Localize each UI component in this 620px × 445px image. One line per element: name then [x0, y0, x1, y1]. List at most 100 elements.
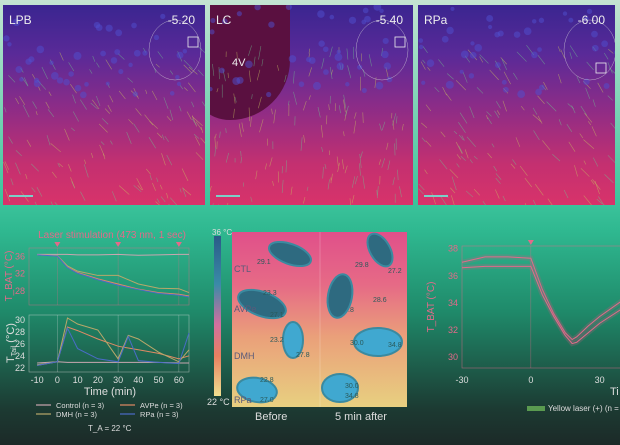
y-tick-label: 38 [448, 244, 458, 254]
fiber [451, 176, 457, 191]
fiber [201, 101, 205, 107]
temperature-colorbar [214, 236, 221, 396]
fiber [41, 66, 48, 80]
fiber [264, 163, 267, 170]
fiber [392, 120, 395, 130]
nucleus [84, 81, 89, 87]
fiber [70, 84, 77, 94]
nucleus [336, 62, 345, 71]
series-line-rpa [37, 326, 190, 366]
fiber [353, 120, 357, 134]
fiber [188, 66, 198, 75]
fiber-texture [418, 6, 615, 205]
nucleus [100, 50, 106, 57]
fiber [68, 62, 75, 72]
fiber [25, 173, 28, 180]
nucleus [373, 5, 382, 11]
fiber [261, 59, 264, 67]
fiber [482, 200, 486, 205]
fiber [238, 123, 242, 137]
fiber [431, 192, 436, 205]
fiber [386, 142, 389, 150]
fiber [516, 51, 527, 62]
nucleus [418, 38, 424, 43]
fiber [343, 131, 345, 137]
fiber [285, 160, 287, 173]
fiber [421, 122, 428, 128]
region-label: LPB [9, 13, 32, 27]
fiber [486, 115, 489, 120]
fiber [583, 160, 587, 165]
nucleus [470, 41, 475, 46]
fiber [271, 108, 273, 115]
fiber [169, 70, 174, 75]
fiber [487, 152, 492, 159]
x-tick-label: 10 [73, 375, 83, 385]
fiber [200, 137, 205, 144]
temperature-readout: 27.2 [388, 268, 402, 275]
fiber [456, 154, 461, 160]
fiber [351, 176, 356, 188]
region-label: RPa [424, 13, 448, 27]
fiber [337, 162, 340, 173]
fiber [233, 93, 236, 104]
fiber [347, 65, 352, 79]
fiber [31, 187, 36, 193]
nucleus [531, 51, 538, 59]
fiber [596, 198, 603, 205]
x-tick-label: 40 [133, 375, 143, 385]
nucleus [426, 59, 435, 67]
temperature-readout: 30.0 [345, 383, 359, 390]
fiber [59, 52, 64, 61]
nucleus [523, 27, 532, 36]
fiber [533, 130, 540, 141]
atlas-inset-box [187, 36, 199, 48]
fiber [149, 175, 153, 181]
fiber [191, 118, 197, 126]
stimulus-marker [115, 242, 122, 247]
fiber [496, 110, 500, 115]
fiber [479, 54, 489, 64]
fiber [552, 154, 561, 162]
nucleus [182, 49, 188, 54]
row-label: RPa [234, 395, 252, 405]
fiber [98, 123, 108, 133]
legend-swatch [527, 406, 545, 411]
fiber [186, 111, 192, 120]
fiber [547, 198, 553, 205]
y-tick-label: 32 [448, 325, 458, 335]
fiber [300, 137, 303, 151]
y-tick-label: 30 [448, 352, 458, 362]
nucleus [36, 45, 45, 54]
micrograph-lpb: LPB -5.20 [3, 5, 205, 205]
nucleus [361, 19, 367, 25]
fiber [418, 183, 425, 191]
nucleus [318, 40, 325, 47]
series-line-control [37, 253, 189, 256]
bregma-coordinate: -6.00 [577, 13, 605, 27]
y-tick-label: 28 [15, 327, 25, 337]
fiber [200, 126, 204, 133]
nucleus [236, 11, 242, 17]
row-label: AVPe [234, 304, 256, 314]
nucleus [93, 21, 101, 29]
temperature-readout: 23.3 [263, 290, 277, 297]
nucleus [494, 62, 501, 68]
stimulus-marker [54, 242, 61, 247]
fiber [284, 74, 287, 82]
fiber [349, 198, 352, 205]
fiber [434, 87, 440, 93]
fiber [145, 89, 148, 94]
fiber [422, 46, 428, 53]
nucleus [15, 66, 23, 74]
nucleus [128, 62, 133, 68]
fiber [399, 186, 402, 198]
fiber [227, 202, 229, 205]
nucleus [68, 71, 74, 77]
nucleus [334, 53, 343, 62]
fiber [91, 152, 94, 158]
fiber [360, 151, 363, 159]
fiber [101, 118, 109, 125]
fiber [80, 191, 86, 201]
fiber [290, 186, 293, 195]
